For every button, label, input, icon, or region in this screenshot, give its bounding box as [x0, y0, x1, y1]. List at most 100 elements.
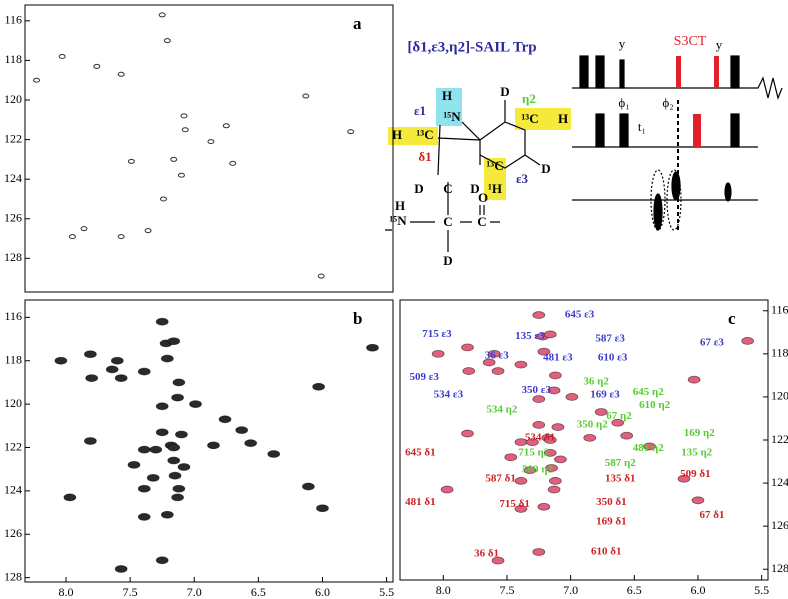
x-tick-label: 7.5 [123, 585, 138, 599]
peak-label: 610 η2 [639, 399, 670, 411]
plot-frame [24, 299, 394, 583]
peak [691, 496, 705, 505]
peak [543, 330, 557, 339]
peak-label: 645 η2 [633, 386, 664, 398]
peak [58, 53, 66, 59]
peak [491, 367, 505, 375]
pulse [676, 56, 681, 88]
pulse [730, 113, 740, 148]
peak [80, 226, 88, 232]
y-tick-label: 120 [4, 92, 22, 106]
peak-label: 350 δ1 [596, 496, 626, 508]
peak [54, 356, 68, 365]
delay-label: t₁ [638, 119, 646, 134]
peak [155, 402, 169, 411]
pulse-label: S3CT [674, 34, 707, 49]
peak [551, 423, 565, 431]
peak [462, 367, 476, 375]
peak [114, 374, 128, 382]
pulse [619, 59, 625, 89]
peak [155, 317, 169, 326]
y-tick-label: 116 [771, 303, 788, 317]
x-tick-label: 5.5 [379, 585, 394, 599]
peak [523, 466, 537, 475]
peak [127, 158, 135, 164]
peak [63, 493, 77, 502]
highlight [388, 127, 438, 145]
peak [127, 460, 141, 469]
peak [537, 347, 551, 356]
atom: H [392, 127, 402, 142]
panel-label: b [353, 309, 362, 328]
atom: C [477, 214, 486, 229]
shaped-pulse [724, 182, 732, 202]
peak-label: 715 δ1 [499, 498, 529, 510]
peak [548, 477, 562, 485]
peak [554, 455, 567, 464]
atom: ¹³C [521, 111, 538, 126]
atom-label: η2 [522, 91, 536, 106]
atom: ¹³C [416, 127, 433, 142]
peak [491, 556, 505, 565]
atom: D [541, 161, 550, 176]
peak [222, 123, 230, 129]
pulse [619, 113, 629, 148]
peak [301, 482, 315, 491]
peak [83, 437, 97, 445]
peak-label: 135 ε3 [515, 330, 545, 342]
highlight [436, 88, 462, 126]
peak [302, 93, 310, 99]
peak [85, 374, 99, 382]
peak [526, 438, 539, 447]
peak-label: 509 η2 [522, 464, 553, 476]
peak-label: 534 δ1 [525, 431, 555, 443]
y-tick-label: 116 [4, 13, 22, 27]
peak-label: 350 η2 [577, 418, 608, 430]
peak [565, 393, 579, 401]
peak [545, 464, 558, 472]
x-tick-label: 7.0 [563, 583, 578, 597]
peak [583, 433, 597, 442]
panel-label: c [728, 309, 736, 328]
peak [532, 421, 546, 429]
peak-label: 36 η2 [583, 375, 609, 387]
peak [160, 510, 174, 519]
peak-label: 534 ε3 [434, 388, 464, 400]
atom: D [443, 253, 452, 268]
peak [687, 375, 701, 384]
phase-label: y [619, 36, 626, 51]
peak [267, 450, 281, 458]
atom: C [443, 214, 452, 229]
x-tick-label: 6.5 [627, 583, 642, 597]
peak-label: 610 ε3 [598, 352, 628, 364]
bonds [385, 100, 541, 252]
peak [189, 400, 202, 409]
peak [218, 415, 232, 424]
pulse [693, 114, 701, 147]
peak [171, 493, 184, 502]
peak [207, 139, 215, 145]
atom: H [558, 111, 568, 126]
atom: C [443, 181, 452, 196]
atom: D [414, 181, 423, 196]
peak-label: 715 ε3 [422, 328, 452, 340]
peak-label: 587 δ1 [485, 472, 515, 484]
peak-label: 135 δ1 [605, 472, 635, 484]
peak [137, 484, 151, 493]
highlight [484, 158, 506, 200]
atom: ¹⁵N [443, 109, 461, 124]
peak [177, 463, 191, 471]
peak [167, 337, 181, 346]
x-tick-label: 5.5 [754, 583, 769, 597]
x-tick-label: 6.5 [251, 585, 266, 599]
peak-label: 169 ε3 [590, 388, 620, 400]
peak [170, 156, 178, 162]
outline [666, 169, 682, 231]
pulse [595, 113, 605, 148]
highlight [515, 108, 571, 130]
peak [158, 12, 166, 18]
peak [677, 474, 691, 483]
peak [177, 172, 185, 178]
y-tick-label: 118 [4, 52, 22, 66]
atom-label: ε3 [516, 171, 529, 186]
